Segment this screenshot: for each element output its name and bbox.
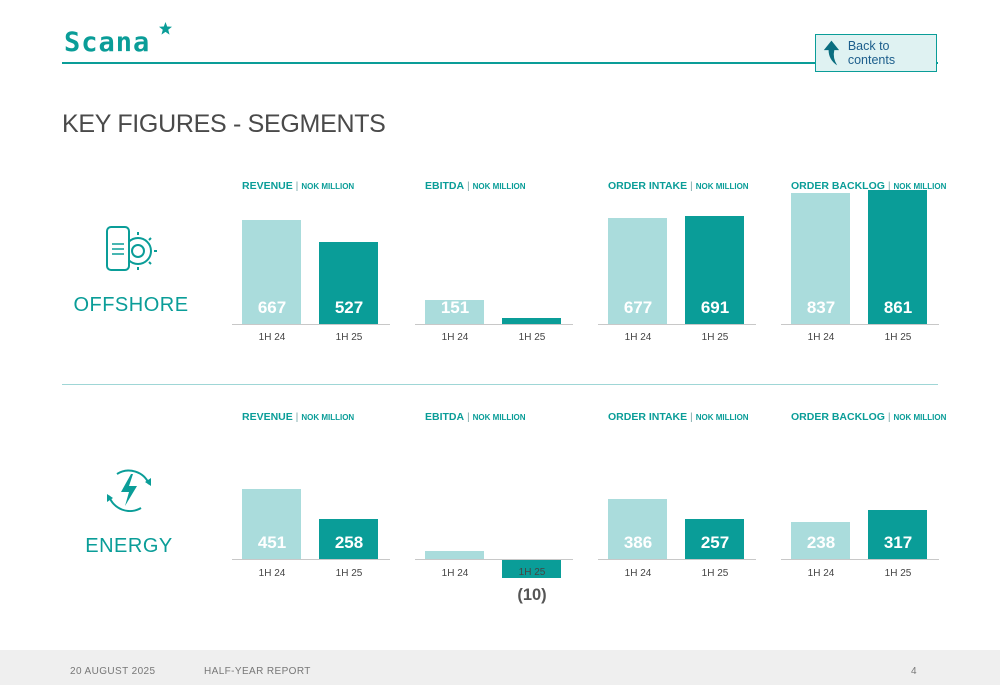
chart-title: EBITDA | NOK MILLION [425,180,526,192]
back-to-contents-label: Back to contents [847,39,896,67]
bar-value-label: 691 [700,298,730,317]
bar-value-label: 386 [623,533,653,552]
category-label: 1H 25 [335,332,363,343]
chart-title-metric: REVENUE [242,411,293,423]
chart-title: ORDER INTAKE | NOK MILLION [608,180,749,192]
chart-bar [608,498,667,559]
bar-value-label: 837 [806,298,836,317]
chart-title-unit: NOK MILLION [472,413,526,422]
chart-title-unit: NOK MILLION [893,413,947,422]
chart-bar [242,488,301,559]
category-label: 1H 25 [518,567,546,578]
back-to-contents-button[interactable]: Back to contents [815,34,937,72]
bar-value-label: 861 [883,298,913,317]
chart-title: ORDER BACKLOG | NOK MILLION [791,411,947,423]
chart-bar [868,189,927,324]
chart-bar [319,241,378,324]
category-label: 1H 25 [335,568,363,579]
chart-bar [608,218,667,324]
bar-value-label: 238 [806,533,836,552]
bar-value-label: 527 [334,298,364,317]
chart-title: EBITDA | NOK MILLION [425,411,526,423]
category-label: 1H 24 [624,568,652,579]
chart-title-unit: NOK MILLION [301,413,355,422]
footer-report-name: HALF-YEAR REPORT [204,666,311,677]
category-label: 1H 24 [624,332,652,343]
bar-value-label: 50 [445,533,465,552]
lightning-cycle-icon [107,469,151,513]
chart-title-unit: NOK MILLION [695,182,749,191]
chart-bar [791,193,850,324]
chart-bar [242,219,301,324]
category-label: 1H 25 [701,332,729,343]
footer-date: 20 AUGUST 2025 [70,666,156,677]
chart-baseline [232,559,390,560]
chart-baseline [232,324,390,325]
chart-title-metric: ORDER BACKLOG [791,180,885,192]
chart-bar [502,318,561,324]
footer: 20 AUGUST 2025 HALF-YEAR REPORT 4 [0,650,1000,685]
category-label: 1H 24 [807,568,835,579]
chart-title-metric: EBITDA [425,180,465,192]
tablet-gear-icon [106,226,157,271]
bar-value-label: 451 [257,533,287,552]
bar-value-label: 36 [522,298,542,317]
chart-title-unit: NOK MILLION [301,182,355,191]
chart-bar [791,521,850,559]
chart-title: ORDER INTAKE | NOK MILLION [608,411,749,423]
curved-arrow-up-icon [823,40,840,66]
bar-value-label: 258 [334,533,364,552]
chart-bar [502,560,561,578]
bar-value-label: 677 [623,298,653,317]
chart-bar [425,300,484,324]
chart-baseline [598,559,756,560]
chart-title-metric: ORDER INTAKE [608,411,688,423]
category-label: 1H 25 [518,332,546,343]
chart-bar [685,216,744,324]
chart-baseline [415,324,573,325]
chart-bar [868,509,927,559]
category-label: 1H 25 [884,332,912,343]
bar-value-label: 317 [883,533,913,552]
star-icon [159,22,172,35]
scana-logo: Scana [64,22,176,58]
chart-bar [425,551,484,559]
chart-baseline [781,324,939,325]
chart-title: REVENUE | NOK MILLION [242,411,355,423]
chart-title-unit: NOK MILLION [472,182,526,191]
chart-baseline [415,559,573,560]
header-divider [62,62,938,64]
chart-title-metric: EBITDA [425,411,465,423]
chart-bar [319,518,378,559]
segment-label-offshore: OFFSHORE [73,294,189,316]
category-label: 1H 24 [258,568,286,579]
chart-title-metric: REVENUE [242,180,293,192]
chart-title: REVENUE | NOK MILLION [242,180,355,192]
chart-title-metric: ORDER BACKLOG [791,411,885,423]
bar-value-label: 667 [257,298,287,317]
chart-title-unit: NOK MILLION [893,182,947,191]
chart-bar [685,518,744,559]
category-label: 1H 24 [441,568,469,579]
bar-value-label: (10) [517,586,547,604]
logo-text: Scana [64,27,151,58]
bar-value-label: 151 [440,298,470,317]
chart-title: ORDER BACKLOG | NOK MILLION [791,180,947,192]
category-label: 1H 24 [258,332,286,343]
category-label: 1H 25 [701,568,729,579]
category-label: 1H 24 [441,332,469,343]
chart-baseline [781,559,939,560]
page-number: 4 [911,666,917,677]
category-label: 1H 24 [807,332,835,343]
chart-baseline [598,324,756,325]
category-label: 1H 25 [884,568,912,579]
page-title: KEY FIGURES - SEGMENTS [62,110,386,138]
segment-label-energy: ENERGY [85,535,173,557]
chart-title-unit: NOK MILLION [695,413,749,422]
segment-divider [62,384,938,385]
bar-value-label: 257 [700,533,730,552]
chart-title-metric: ORDER INTAKE [608,180,688,192]
